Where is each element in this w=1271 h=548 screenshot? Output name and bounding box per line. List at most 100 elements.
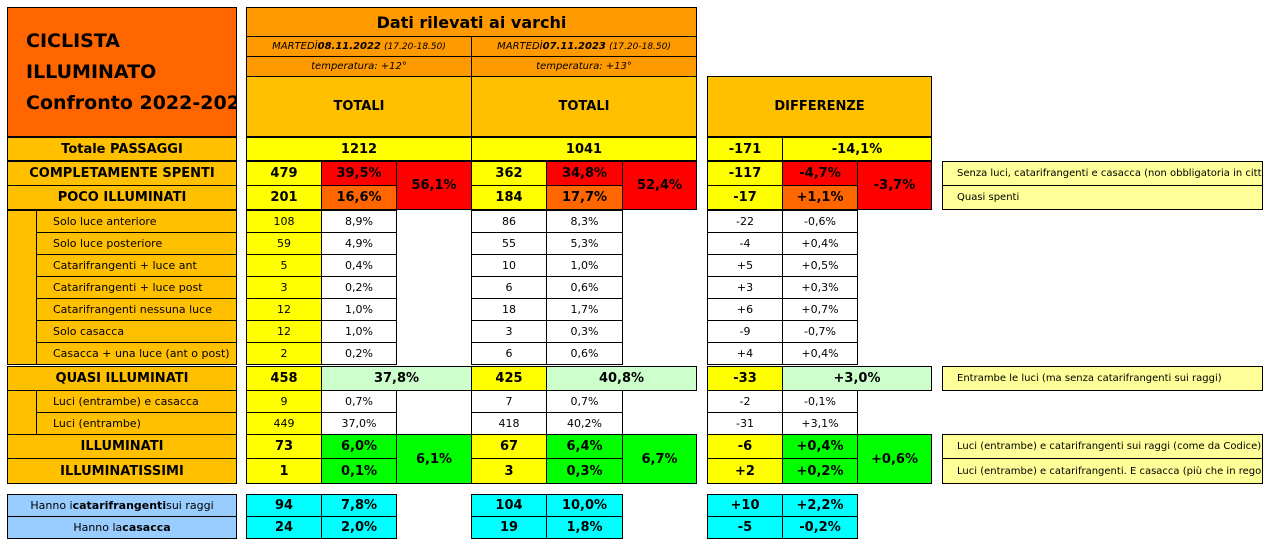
sub-row-dn: -9 — [707, 320, 783, 343]
row-spenti-n22: 479 — [246, 161, 322, 186]
quasi-sub-n22: 9 — [246, 390, 322, 413]
sub-row-p22: 0,4% — [321, 254, 397, 277]
row-illuminati-p22: 6,0% — [321, 434, 397, 459]
row-illuminatissimi-dp: +0,2% — [782, 458, 858, 484]
extra-p22: 7,8% — [321, 494, 397, 517]
sub-row-p22: 0,2% — [321, 342, 397, 365]
sub-row-n23: 3 — [471, 320, 547, 343]
group2-sum-2023: 6,7% — [622, 434, 697, 484]
quasi-sub-dn: -31 — [707, 412, 783, 435]
row-quasi-dn: -33 — [707, 366, 783, 391]
sub-row-label: Catarifrangenti nessuna luce — [36, 298, 237, 321]
sub-row-n22: 108 — [246, 210, 322, 233]
extra-p23: 10,0% — [546, 494, 623, 517]
quasi-sub-p22: 37,0% — [321, 412, 397, 435]
row-illuminatissimi-n23: 3 — [471, 458, 547, 484]
sub-row-dp: +0,5% — [782, 254, 858, 277]
row-spenti-n23: 362 — [471, 161, 547, 186]
sub-row-p23: 1,0% — [546, 254, 623, 277]
quasi-sub-label: Luci (entrambe) — [36, 412, 237, 435]
row-quasi-p23: 40,8% — [546, 366, 697, 391]
row-illuminatissimi-label: ILLUMINATISSIMI — [7, 458, 237, 484]
group1-sum-diff: -3,7% — [857, 161, 932, 210]
header-date-2022: MARTEDÌ 08.11.2022 (17.20-18.50) — [246, 36, 472, 57]
extra-dp: +2,2% — [782, 494, 858, 517]
sub-row-label: Catarifrangenti + luce ant — [36, 254, 237, 277]
header-differenze: DIFFERENZE — [707, 76, 932, 137]
row-illuminati-n22: 73 — [246, 434, 322, 459]
row-illuminati-label: ILLUMINATI — [7, 434, 237, 459]
sub-row-dp: +0,4% — [782, 232, 858, 255]
row-poco-p22: 16,6% — [321, 185, 397, 210]
quasi-sub-p22: 0,7% — [321, 390, 397, 413]
quasi-sub-p23: 0,7% — [546, 390, 623, 413]
row-quasi-n22: 458 — [246, 366, 322, 391]
group2-sum-2022: 6,1% — [396, 434, 472, 484]
sub-row-p22: 0,2% — [321, 276, 397, 299]
sub-row-p23: 1,7% — [546, 298, 623, 321]
header-temp-2023: temperatura: +13° — [471, 56, 697, 77]
row-spenti-p23: 34,8% — [546, 161, 623, 186]
row-spenti-dn: -117 — [707, 161, 783, 186]
group2-sum-diff: +0,6% — [857, 434, 932, 484]
row-poco-p23: 17,7% — [546, 185, 623, 210]
sub-row-n22: 12 — [246, 298, 322, 321]
row-illuminati-dp: +0,4% — [782, 434, 858, 459]
header-totali-2022: TOTALI — [246, 76, 472, 137]
row-quasi-dp: +3,0% — [782, 366, 932, 391]
quasi-sub-strip — [7, 390, 37, 435]
header-totali-2023: TOTALI — [471, 76, 697, 137]
sub-row-n22: 3 — [246, 276, 322, 299]
sub-row-label: Solo luce posteriore — [36, 232, 237, 255]
sub-row-n22: 12 — [246, 320, 322, 343]
sub-row-n23: 6 — [471, 276, 547, 299]
extra-casacca-label: Hanno la casacca — [7, 516, 237, 539]
row-illuminati-n23: 67 — [471, 434, 547, 459]
total-2022: 1212 — [246, 137, 472, 161]
row-spenti-dp: -4,7% — [782, 161, 858, 186]
total-2023: 1041 — [471, 137, 697, 161]
sub-row-n22: 2 — [246, 342, 322, 365]
extra-dn: -5 — [707, 516, 783, 539]
quasi-sub-dp: +3,1% — [782, 412, 858, 435]
sub-row-p22: 4,9% — [321, 232, 397, 255]
row-poco-n22: 201 — [246, 185, 322, 210]
header-date-2023: MARTEDÌ 07.11.2023 (17.20-18.50) — [471, 36, 697, 57]
row-illuminatissimi-p22: 0,1% — [321, 458, 397, 484]
sub-row-n22: 59 — [246, 232, 322, 255]
row-illuminatissimi-p23: 0,3% — [546, 458, 623, 484]
sub-row-dp: +0,3% — [782, 276, 858, 299]
row-illuminati-dn: -6 — [707, 434, 783, 459]
row-quasi-label: QUASI ILLUMINATI — [7, 366, 237, 391]
sub-row-dn: +6 — [707, 298, 783, 321]
row-spenti-label: COMPLETAMENTE SPENTI — [7, 161, 237, 186]
extra-p22: 2,0% — [321, 516, 397, 539]
quasi-sub-n23: 7 — [471, 390, 547, 413]
sub-row-n23: 18 — [471, 298, 547, 321]
row-quasi-p22: 37,8% — [321, 366, 472, 391]
extra-n22: 94 — [246, 494, 322, 517]
sub-row-p23: 0,6% — [546, 342, 623, 365]
sub-row-dn: +3 — [707, 276, 783, 299]
sub-row-dp: -0,7% — [782, 320, 858, 343]
sub-row-p22: 1,0% — [321, 298, 397, 321]
sub-row-p22: 8,9% — [321, 210, 397, 233]
total-label: Totale PASSAGGI — [7, 137, 237, 161]
extra-n22: 24 — [246, 516, 322, 539]
row-poco-label: POCO ILLUMINATI — [7, 185, 237, 210]
sub-row-n23: 55 — [471, 232, 547, 255]
header-temp-2022: temperatura: +12° — [246, 56, 472, 77]
sub-row-label: Solo casacca — [36, 320, 237, 343]
row-poco-note: Quasi spenti — [942, 185, 1263, 210]
header-main: Dati rilevati ai varchi — [246, 7, 697, 37]
group1-sum-2023: 52,4% — [622, 161, 697, 210]
title-line2: ILLUMINATO — [26, 60, 157, 83]
group1-sum-2022: 56,1% — [396, 161, 472, 210]
sub-row-label: Catarifrangenti + luce post — [36, 276, 237, 299]
row-poco-dp: +1,1% — [782, 185, 858, 210]
extra-dp: -0,2% — [782, 516, 858, 539]
sub-row-n22: 5 — [246, 254, 322, 277]
title-block: CICLISTA ILLUMINATO Confronto 2022-2023 — [7, 7, 237, 137]
sub-row-dp: +0,7% — [782, 298, 858, 321]
sub-row-label: Casacca + una luce (ant o post) — [36, 342, 237, 365]
